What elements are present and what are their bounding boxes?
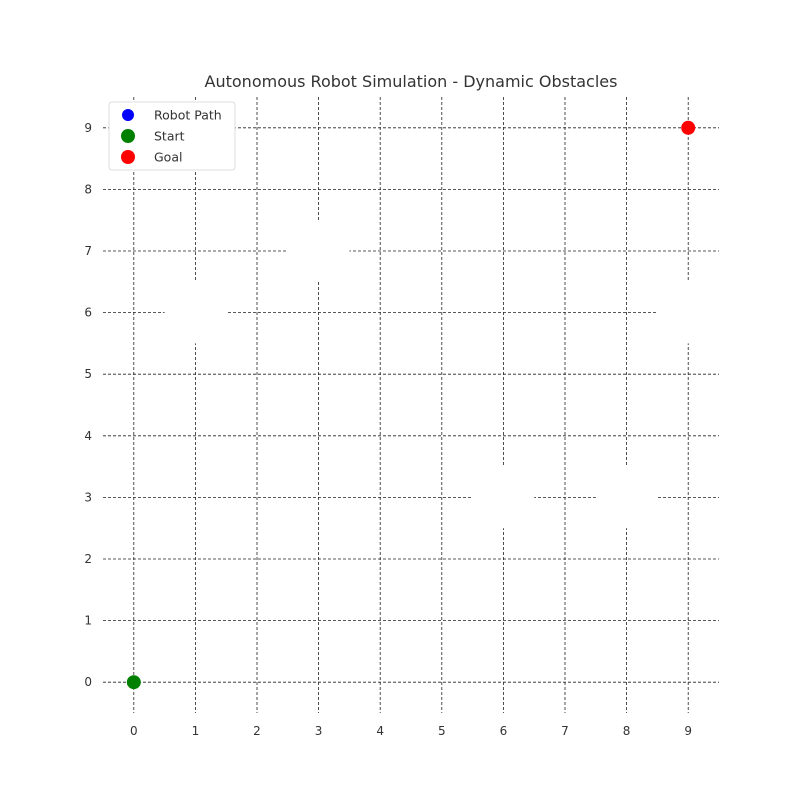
y-tick-label: 0 [84, 675, 92, 689]
obstacles [164, 220, 719, 529]
x-axis-ticks: 0 1 2 3 4 5 6 7 8 9 [130, 724, 692, 738]
x-tick-label: 3 [315, 724, 323, 738]
x-tick-label: 0 [130, 724, 138, 738]
legend-robot-path-label: Robot Path [154, 108, 222, 123]
x-tick-label: 8 [623, 724, 631, 738]
legend-start-swatch [121, 129, 135, 143]
data-points [126, 120, 696, 690]
y-tick-label: 3 [84, 490, 92, 504]
legend-box [108, 101, 236, 171]
y-axis-ticks: 0 1 2 3 4 5 6 7 8 9 [84, 121, 92, 689]
x-tick-label: 5 [438, 724, 446, 738]
y-tick-label: 8 [84, 182, 92, 196]
y-tick-label: 2 [84, 552, 92, 566]
obstacle-cell [164, 281, 227, 344]
y-tick-label: 6 [84, 306, 92, 320]
legend: Robot Path Start Goal [108, 101, 236, 171]
obstacle-cell [595, 466, 658, 529]
obstacle-cell [657, 281, 719, 344]
x-tick-label: 4 [376, 724, 384, 738]
legend-goal-label: Goal [154, 150, 182, 165]
obstacle-cell [287, 220, 350, 282]
y-tick-label: 5 [84, 367, 92, 381]
goal-marker [681, 120, 696, 135]
start-marker [126, 675, 141, 690]
x-tick-label: 7 [561, 724, 569, 738]
obstacle-cell [472, 466, 535, 529]
y-tick-label: 9 [84, 121, 92, 135]
x-tick-label: 2 [253, 724, 261, 738]
plot-area [103, 97, 719, 713]
x-tick-label: 6 [500, 724, 508, 738]
legend-start-label: Start [154, 129, 185, 144]
chart-title: Autonomous Robot Simulation - Dynamic Ob… [205, 72, 618, 91]
y-tick-label: 4 [84, 429, 92, 443]
y-tick-label: 1 [84, 614, 92, 628]
y-tick-label: 7 [84, 244, 92, 258]
legend-goal-swatch [121, 150, 135, 164]
legend-robot-path-swatch [122, 109, 134, 121]
x-tick-label: 1 [192, 724, 200, 738]
x-tick-label: 9 [684, 724, 692, 738]
